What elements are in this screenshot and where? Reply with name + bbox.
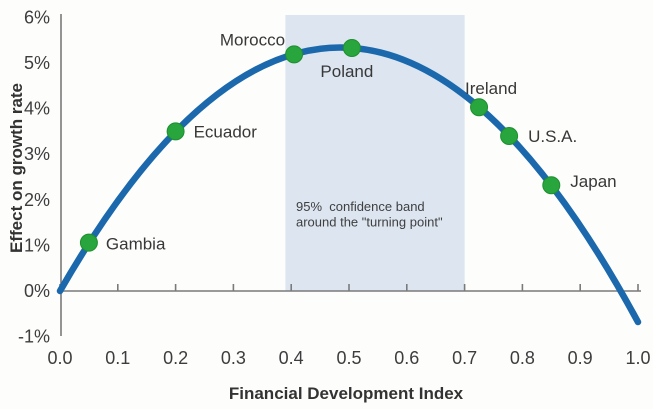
data-point-usa — [500, 126, 519, 145]
confidence-band-label-line1: 95% confidence band — [296, 199, 425, 214]
x-tick-label: 0.8 — [510, 348, 535, 368]
data-point-ireland — [470, 98, 489, 117]
x-tick-label: 0.2 — [163, 348, 188, 368]
x-axis-title: Financial Development Index — [229, 384, 464, 403]
y-tick-label: 4% — [24, 99, 50, 119]
data-point-ecuador — [166, 122, 185, 141]
data-point-morocco — [285, 45, 304, 64]
point-label-ecuador: Ecuador — [194, 122, 258, 141]
point-label-japan: Japan — [570, 172, 616, 191]
point-label-ireland: Ireland — [465, 79, 517, 98]
data-point-japan — [542, 176, 561, 195]
data-point-gambia — [79, 233, 98, 252]
x-tick-label: 1.0 — [625, 348, 650, 368]
x-tick-label: 0.1 — [105, 348, 130, 368]
confidence-band — [285, 15, 465, 291]
x-tick-label: 0.7 — [452, 348, 477, 368]
x-tick-label: 0.9 — [568, 348, 593, 368]
x-tick-label: 0.3 — [221, 348, 246, 368]
x-tick-label: 0.0 — [47, 348, 72, 368]
y-tick-label: 0% — [24, 281, 50, 301]
y-tick-label: 6% — [24, 7, 50, 27]
x-tick-label: 0.5 — [336, 348, 361, 368]
point-label-poland: Poland — [320, 62, 373, 81]
y-tick-label: 5% — [24, 53, 50, 73]
x-tick-label: 0.4 — [279, 348, 304, 368]
x-tick-label: 0.6 — [394, 348, 419, 368]
y-tick-label: 1% — [24, 235, 50, 255]
point-label-gambia: Gambia — [106, 235, 166, 254]
confidence-band-label-line2: around the "turning point" — [296, 215, 443, 230]
data-point-poland — [342, 38, 361, 57]
y-tick-label: 2% — [24, 190, 50, 210]
y-tick-label: 3% — [24, 144, 50, 164]
y-axis-title: Effect on growth rate — [7, 83, 26, 253]
point-label-usa: U.S.A. — [528, 127, 577, 146]
y-tick-label: -1% — [18, 327, 50, 347]
point-label-morocco: Morocco — [220, 30, 285, 49]
